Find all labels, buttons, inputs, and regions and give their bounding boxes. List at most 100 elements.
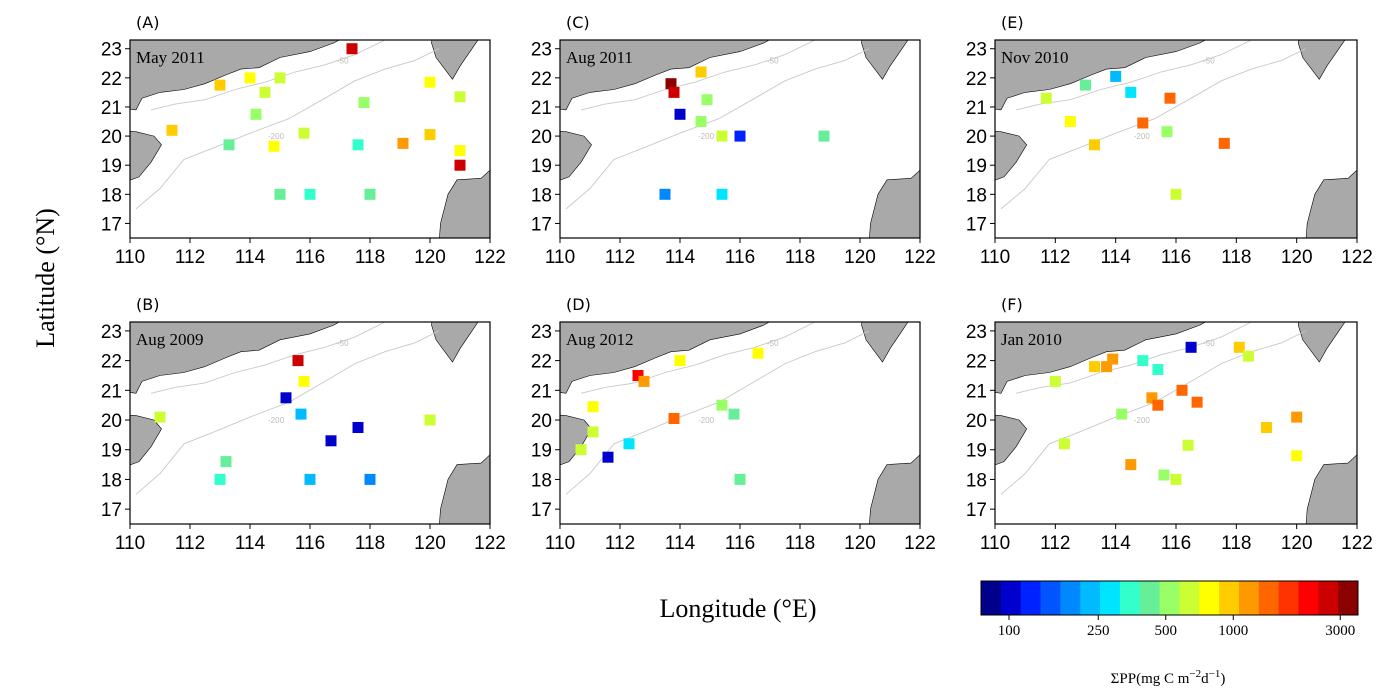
panel-date: Aug 2011 (566, 48, 633, 67)
colorbar-title: ΣPP(mg C m−2d−1) (1111, 668, 1226, 687)
x-tick-label: 118 (785, 533, 815, 554)
station-marker (638, 375, 650, 387)
y-tick-label: 22 (531, 352, 552, 373)
x-tick-label: 118 (355, 247, 385, 268)
station-marker (346, 43, 358, 55)
contour-label-50: -50 (1203, 339, 1215, 348)
y-tick-label: 20 (966, 411, 987, 432)
y-tick-label: 17 (531, 214, 552, 235)
station-marker (1185, 341, 1197, 353)
colorbar-swatch (1139, 581, 1160, 615)
station-marker (1107, 353, 1119, 365)
station-marker (1182, 439, 1194, 451)
contour-label-200: -200 (698, 132, 715, 141)
contour-label-50: -50 (767, 339, 779, 348)
colorbar-tick-label: 1000 (1218, 623, 1248, 639)
y-tick-label: 23 (101, 40, 122, 61)
station-marker (1218, 137, 1230, 149)
y-tick-label: 21 (531, 381, 552, 402)
station-marker (1049, 375, 1061, 387)
contour-50m (580, 40, 816, 111)
colorbar-title-main: ΣPP(mg C m (1111, 671, 1190, 687)
map-panel: -50 -200 110 112 114 116 118 120 122 17 18 19 20 21 22… (531, 295, 936, 554)
y-tick-label: 23 (531, 40, 552, 61)
x-tick-label: 110 (115, 247, 145, 268)
station-marker (259, 86, 271, 98)
y-tick-label: 17 (966, 214, 987, 235)
station-marker (1146, 392, 1158, 404)
y-tick-label: 17 (531, 500, 552, 521)
station-marker (214, 79, 226, 91)
station-marker (424, 129, 436, 141)
station-marker (1125, 86, 1137, 98)
station-marker (298, 375, 310, 387)
x-tick-label: 110 (980, 247, 1010, 268)
colorbar-swatch (1060, 581, 1081, 615)
map-panel: -50 -200 110 112 114 116 118 120 122 17 18 19 20 21 22… (101, 295, 506, 554)
hainan-island (560, 414, 592, 466)
station-marker (1261, 422, 1272, 433)
station-marker (1233, 341, 1245, 353)
x-tick-label: 116 (295, 533, 325, 554)
map-panel: -50 -200 110 112 114 116 118 120 122 17 18 19 20 21 22… (531, 13, 936, 268)
y-tick-label: 18 (101, 185, 122, 206)
station-marker (424, 414, 436, 426)
y-tick-label: 19 (966, 441, 987, 462)
station-marker (602, 451, 614, 463)
colorbar-swatch (1179, 581, 1200, 615)
colorbar-tick-label: 250 (1087, 623, 1110, 639)
mainland-coast (995, 40, 1207, 111)
x-tick-label: 116 (725, 533, 755, 554)
x-tick-label: 120 (414, 247, 446, 268)
station-marker (1291, 411, 1303, 423)
colorbar-swatch (1020, 581, 1041, 615)
station-marker (250, 108, 262, 120)
y-tick-label: 21 (531, 98, 552, 119)
map-panel: -50 -200 110 112 114 116 118 120 122 17 18 19 20 21 22… (966, 13, 1373, 268)
station-marker (166, 124, 178, 136)
contour-label-200: -200 (698, 416, 715, 425)
y-tick-label: 22 (531, 69, 552, 90)
panel-date: Nov 2010 (1001, 48, 1069, 67)
luzon-island (1305, 454, 1357, 524)
x-tick-label: 110 (545, 533, 575, 554)
station-marker (352, 139, 364, 151)
station-marker (274, 188, 286, 200)
station-marker (154, 411, 166, 423)
colorbar-swatch (1080, 581, 1101, 615)
y-tick-label: 23 (101, 322, 122, 343)
station-marker (280, 392, 292, 404)
colorbar-swatch (1318, 581, 1339, 615)
hainan-island (560, 130, 592, 181)
panel-letter: (C) (566, 13, 590, 32)
y-tick-label: 19 (101, 441, 122, 462)
station-marker (716, 130, 728, 142)
station-marker (1040, 92, 1052, 104)
x-tick-label: 116 (725, 247, 755, 268)
y-tick-label: 18 (531, 185, 552, 206)
panel-date: May 2011 (136, 48, 205, 67)
y-tick-label: 20 (101, 411, 122, 432)
y-tick-label: 17 (101, 500, 122, 521)
x-tick-label: 122 (474, 247, 506, 268)
contour-200m (1000, 48, 1306, 210)
colorbar-swatch (1238, 581, 1260, 615)
station-marker (304, 473, 316, 485)
panel-letter: (F) (1001, 295, 1023, 314)
contour-label-50: -50 (337, 339, 349, 348)
colorbar-swatch (1298, 581, 1319, 615)
y-tick-label: 18 (966, 185, 987, 206)
station-marker (364, 188, 376, 200)
x-tick-label: 120 (1281, 247, 1313, 268)
map-panel: -50 -200 110 112 114 116 118 120 122 17 18 19 20 21 22… (101, 13, 506, 268)
station-marker (1125, 459, 1137, 471)
contour-50m (150, 40, 386, 111)
station-marker (665, 78, 677, 90)
colorbar-swatch (1199, 581, 1220, 615)
x-tick-label: 120 (844, 533, 876, 554)
y-tick-label: 21 (966, 381, 987, 402)
colorbar-tick-label: 3000 (1325, 623, 1355, 639)
y-tick-label: 18 (966, 470, 987, 491)
x-tick-label: 118 (1221, 533, 1251, 554)
